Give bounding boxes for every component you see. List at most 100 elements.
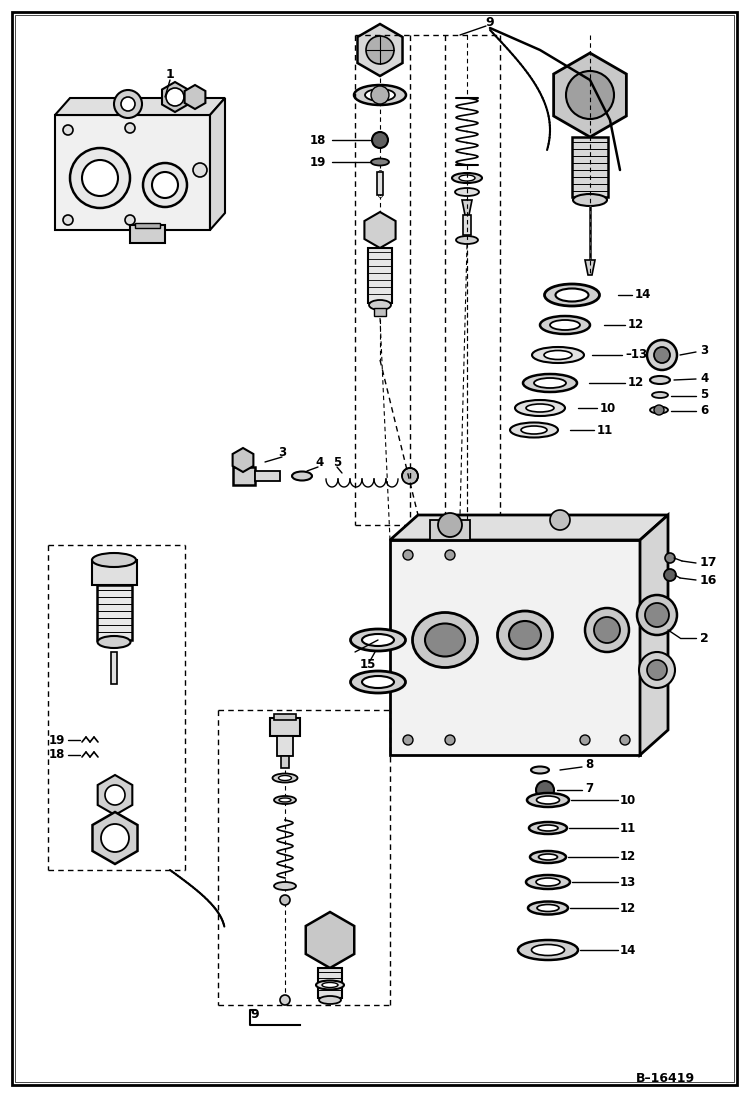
Circle shape — [637, 595, 677, 635]
Bar — [270, 719, 300, 736]
Ellipse shape — [362, 676, 394, 688]
Polygon shape — [365, 212, 395, 248]
Ellipse shape — [497, 611, 553, 659]
Ellipse shape — [351, 671, 405, 693]
Ellipse shape — [544, 351, 572, 360]
Polygon shape — [97, 774, 133, 815]
Ellipse shape — [455, 188, 479, 196]
Ellipse shape — [540, 316, 590, 333]
Circle shape — [372, 132, 388, 148]
Bar — [463, 215, 471, 235]
Circle shape — [580, 735, 590, 745]
Bar — [274, 714, 296, 720]
Text: 5: 5 — [700, 388, 709, 402]
Ellipse shape — [279, 798, 291, 802]
Text: 14: 14 — [635, 289, 652, 302]
Text: 3: 3 — [700, 343, 708, 357]
Circle shape — [101, 824, 129, 852]
Polygon shape — [640, 514, 668, 755]
Circle shape — [105, 785, 125, 805]
Circle shape — [114, 90, 142, 118]
Text: 2: 2 — [700, 632, 709, 645]
Ellipse shape — [526, 875, 570, 889]
Circle shape — [665, 553, 675, 563]
Polygon shape — [554, 53, 626, 137]
Circle shape — [366, 36, 394, 64]
Text: 13: 13 — [620, 875, 636, 889]
Ellipse shape — [556, 289, 589, 302]
Text: B–16419: B–16419 — [636, 1072, 695, 1085]
Text: –13: –13 — [625, 349, 647, 362]
Ellipse shape — [538, 825, 558, 832]
Ellipse shape — [316, 981, 344, 989]
Circle shape — [647, 340, 677, 370]
Circle shape — [63, 125, 73, 135]
Polygon shape — [210, 98, 225, 230]
Circle shape — [121, 97, 135, 111]
Ellipse shape — [521, 426, 547, 434]
Text: 5: 5 — [333, 455, 341, 468]
Circle shape — [371, 86, 389, 104]
Circle shape — [620, 735, 630, 745]
Text: 11: 11 — [620, 822, 636, 835]
Text: 19: 19 — [310, 156, 326, 169]
Circle shape — [438, 513, 462, 538]
Polygon shape — [55, 115, 210, 230]
Circle shape — [125, 123, 135, 133]
Text: 3: 3 — [278, 446, 286, 460]
Ellipse shape — [534, 378, 566, 388]
Bar — [92, 559, 137, 585]
Text: 6: 6 — [700, 404, 709, 417]
Circle shape — [166, 88, 184, 106]
Ellipse shape — [319, 996, 341, 1004]
Ellipse shape — [532, 945, 565, 955]
Circle shape — [566, 71, 614, 118]
Circle shape — [280, 895, 290, 905]
Text: 19: 19 — [49, 734, 65, 746]
Bar — [377, 172, 383, 195]
Polygon shape — [357, 24, 402, 76]
Ellipse shape — [371, 158, 389, 166]
Circle shape — [639, 652, 675, 688]
Bar — [368, 248, 392, 303]
Ellipse shape — [518, 940, 578, 960]
Text: 8: 8 — [585, 758, 593, 771]
Ellipse shape — [539, 853, 557, 860]
Ellipse shape — [650, 407, 668, 414]
Ellipse shape — [652, 392, 668, 398]
Circle shape — [63, 215, 73, 225]
Polygon shape — [184, 84, 205, 109]
Circle shape — [280, 995, 290, 1005]
Bar — [111, 652, 117, 685]
Text: 10: 10 — [600, 402, 616, 415]
Ellipse shape — [526, 404, 554, 412]
Ellipse shape — [523, 374, 577, 392]
Text: 12: 12 — [628, 318, 644, 331]
Bar — [255, 471, 280, 480]
Ellipse shape — [274, 882, 296, 890]
Polygon shape — [462, 200, 472, 215]
Ellipse shape — [365, 89, 395, 101]
Polygon shape — [306, 912, 354, 968]
Ellipse shape — [413, 612, 478, 667]
Bar — [281, 756, 289, 768]
Ellipse shape — [273, 773, 297, 782]
Ellipse shape — [369, 299, 391, 310]
Text: 9: 9 — [485, 15, 494, 29]
Bar — [135, 223, 160, 228]
Ellipse shape — [452, 173, 482, 183]
Circle shape — [594, 617, 620, 643]
Text: 1: 1 — [166, 68, 175, 81]
Circle shape — [585, 608, 629, 652]
Text: 18: 18 — [49, 748, 65, 761]
Ellipse shape — [510, 422, 558, 438]
Bar — [572, 137, 608, 197]
Ellipse shape — [354, 84, 406, 105]
Text: 16: 16 — [700, 574, 718, 587]
Ellipse shape — [97, 636, 130, 648]
Ellipse shape — [322, 983, 338, 987]
Polygon shape — [162, 82, 188, 112]
Circle shape — [403, 550, 413, 559]
Ellipse shape — [459, 176, 475, 181]
Bar — [97, 585, 132, 640]
